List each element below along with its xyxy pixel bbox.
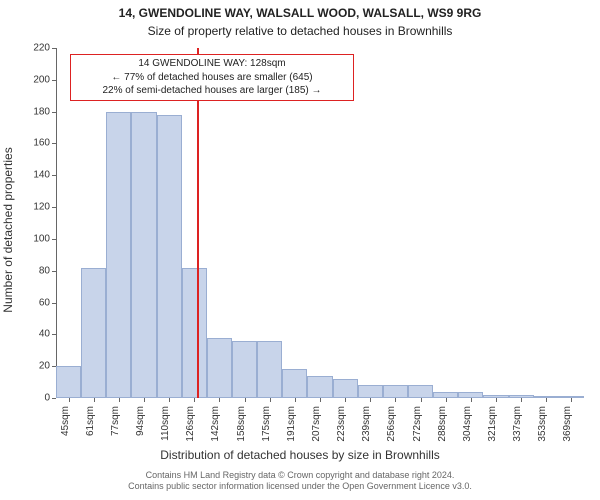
ytick-mark: [52, 175, 56, 176]
ytick-label: 0: [44, 393, 50, 404]
ytick-label: 140: [33, 170, 50, 181]
xtick-mark: [194, 398, 195, 402]
ytick-label: 40: [39, 329, 50, 340]
ytick-mark: [52, 48, 56, 49]
histogram-bar: [282, 369, 307, 398]
property-marker-line: [197, 48, 199, 398]
chart-title-address: 14, GWENDOLINE WAY, WALSALL WOOD, WALSAL…: [0, 6, 600, 20]
ytick-mark: [52, 143, 56, 144]
ytick-label: 200: [33, 74, 50, 85]
histogram-bar: [157, 115, 182, 398]
y-axis-line: [56, 48, 57, 398]
histogram-bar: [383, 385, 408, 398]
xtick-mark: [119, 398, 120, 402]
xtick-mark: [94, 398, 95, 402]
ytick-label: 60: [39, 297, 50, 308]
ytick-label: 100: [33, 233, 50, 244]
ytick-label: 120: [33, 202, 50, 213]
xtick-mark: [295, 398, 296, 402]
xtick-mark: [270, 398, 271, 402]
ytick-mark: [52, 207, 56, 208]
xtick-mark: [446, 398, 447, 402]
xtick-mark: [320, 398, 321, 402]
xtick-mark: [69, 398, 70, 402]
histogram-bar: [333, 379, 358, 398]
xtick-mark: [219, 398, 220, 402]
annotation-line1: 14 GWENDOLINE WAY: 128sqm: [77, 57, 347, 71]
histogram-bar: [56, 366, 81, 398]
footer-line1: Contains HM Land Registry data © Crown c…: [0, 470, 600, 481]
footer-attribution: Contains HM Land Registry data © Crown c…: [0, 470, 600, 493]
ytick-mark: [52, 398, 56, 399]
xtick-mark: [421, 398, 422, 402]
footer-line2: Contains public sector information licen…: [0, 481, 600, 492]
ytick-mark: [52, 80, 56, 81]
ytick-label: 20: [39, 361, 50, 372]
chart-subtitle: Size of property relative to detached ho…: [0, 24, 600, 38]
annotation-line2: ← 77% of detached houses are smaller (64…: [77, 71, 347, 85]
ytick-mark: [52, 239, 56, 240]
histogram-bar: [131, 112, 156, 398]
annotation-line3: 22% of semi-detached houses are larger (…: [77, 84, 347, 98]
xtick-mark: [521, 398, 522, 402]
histogram-bar: [207, 338, 232, 398]
histogram-bar: [358, 385, 383, 398]
histogram-bar: [232, 341, 257, 398]
xtick-mark: [571, 398, 572, 402]
histogram-bar: [81, 268, 106, 398]
histogram-bar: [182, 268, 207, 398]
ytick-label: 180: [33, 106, 50, 117]
xtick-mark: [546, 398, 547, 402]
chart-container: { "title_line1": "14, GWENDOLINE WAY, WA…: [0, 0, 600, 500]
ytick-mark: [52, 271, 56, 272]
xtick-mark: [144, 398, 145, 402]
histogram-bar: [307, 376, 332, 398]
ytick-label: 80: [39, 265, 50, 276]
histogram-bar: [408, 385, 433, 398]
ytick-mark: [52, 112, 56, 113]
y-axis-label: Number of detached properties: [1, 147, 15, 312]
plot-area: 14 GWENDOLINE WAY: 128sqm← 77% of detach…: [56, 48, 584, 398]
x-axis-label: Distribution of detached houses by size …: [0, 448, 600, 462]
xtick-mark: [471, 398, 472, 402]
xtick-mark: [245, 398, 246, 402]
histogram-bar: [257, 341, 282, 398]
ytick-label: 160: [33, 138, 50, 149]
annotation-box: 14 GWENDOLINE WAY: 128sqm← 77% of detach…: [70, 54, 354, 101]
ytick-mark: [52, 303, 56, 304]
xtick-mark: [496, 398, 497, 402]
xtick-mark: [345, 398, 346, 402]
xtick-mark: [370, 398, 371, 402]
xtick-mark: [395, 398, 396, 402]
ytick-mark: [52, 334, 56, 335]
histogram-bar: [106, 112, 131, 398]
xtick-mark: [169, 398, 170, 402]
ytick-label: 220: [33, 43, 50, 54]
